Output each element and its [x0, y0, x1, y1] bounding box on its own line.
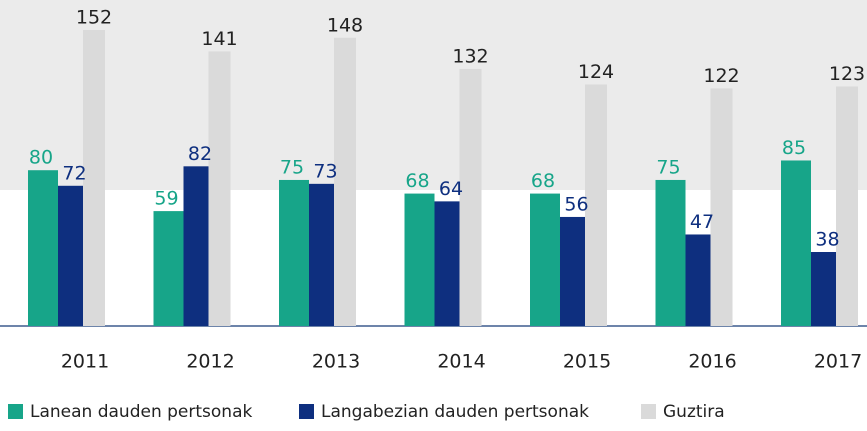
legend-swatch [641, 404, 656, 419]
data-label: 132 [452, 45, 488, 67]
bar [404, 193, 435, 326]
data-label: 68 [405, 170, 429, 192]
bar [655, 179, 686, 326]
bar [585, 84, 607, 327]
data-label: 68 [531, 170, 555, 192]
legend-swatch [299, 404, 314, 419]
bar [334, 37, 356, 326]
bar [530, 193, 560, 326]
bar [560, 216, 585, 326]
x-tick-label: 2016 [688, 351, 736, 373]
bar [309, 183, 334, 326]
bar [279, 179, 309, 326]
bar [836, 86, 858, 326]
data-label: 38 [815, 229, 839, 251]
bar [459, 68, 482, 327]
bar [781, 160, 811, 326]
data-label: 75 [656, 156, 680, 178]
data-label: 82 [188, 143, 212, 165]
x-tick-label: 2012 [186, 351, 234, 373]
data-label: 75 [280, 156, 304, 178]
bar [208, 51, 231, 326]
bar [153, 211, 184, 326]
data-label: 56 [564, 193, 588, 215]
data-label: 73 [313, 160, 337, 182]
x-tick-label: 2015 [563, 351, 611, 373]
data-label: 72 [62, 162, 86, 184]
bar [28, 170, 58, 326]
x-tick-label: 2014 [437, 351, 485, 373]
data-label: 148 [327, 14, 363, 36]
legend-label: Guztira [663, 402, 725, 422]
data-label: 59 [154, 188, 178, 210]
data-label: 141 [201, 28, 237, 50]
bar [710, 88, 733, 326]
bar [434, 201, 460, 326]
x-tick-label: 2013 [312, 351, 360, 373]
bar [183, 166, 209, 326]
bar [83, 30, 105, 326]
data-label: 123 [829, 63, 865, 85]
x-tick-label: 2017 [814, 351, 862, 373]
data-label: 124 [578, 61, 614, 83]
legend-label: Lanean dauden pertsonak [30, 402, 252, 422]
data-label: 122 [703, 65, 739, 87]
data-label: 47 [690, 211, 714, 233]
legend-swatch [8, 404, 23, 419]
background-band [0, 0, 867, 190]
legend-label: Langabezian dauden pertsonak [321, 402, 589, 422]
bar [685, 234, 711, 326]
data-label: 80 [29, 147, 53, 169]
bar [811, 252, 836, 326]
data-label: 85 [782, 137, 806, 159]
bar [58, 185, 83, 326]
data-label: 64 [439, 178, 463, 200]
x-tick-label: 2011 [61, 351, 109, 373]
data-label: 152 [76, 7, 112, 29]
